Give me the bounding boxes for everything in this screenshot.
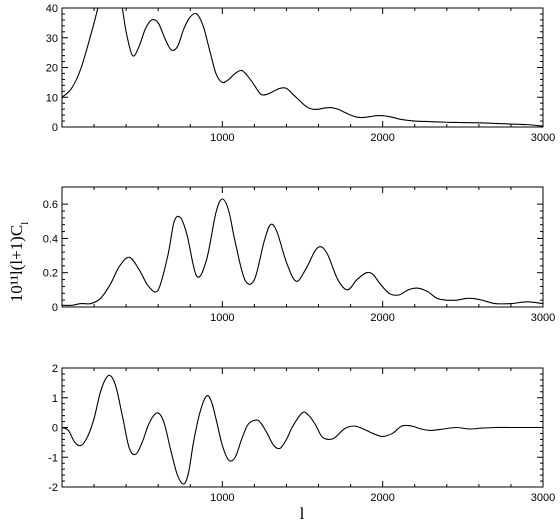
panel-2: 1000 2000 3000 0 0.2 0.4 0.6 xyxy=(43,186,555,324)
x-tick-label: 3000 xyxy=(531,312,555,324)
y-tick-label: 0.4 xyxy=(43,233,58,245)
y-tick-label: 2 xyxy=(52,363,58,375)
y-tick-label: 10 xyxy=(46,92,58,104)
x-tick-label: 1000 xyxy=(210,132,234,144)
series-line-3 xyxy=(62,374,543,485)
y-tick-label: 0 xyxy=(52,423,58,435)
y-tick-label: 1 xyxy=(52,393,58,405)
x-tick-label: 1000 xyxy=(210,492,234,504)
x-tick-label: 2000 xyxy=(370,492,394,504)
y-tick-label: -2 xyxy=(48,482,58,494)
x-tick-label: 2000 xyxy=(370,312,394,324)
x-tick-label: 1000 xyxy=(210,312,234,324)
series-line-2 xyxy=(62,198,543,306)
panel-1: 1000 2000 3000 0 10 20 30 40 xyxy=(46,3,555,144)
plot-frame xyxy=(61,367,544,488)
series-line-1 xyxy=(62,8,543,127)
y-tick-label: -1 xyxy=(48,452,58,464)
y-tick-label: 0.2 xyxy=(43,268,58,280)
y-tick-label: 0 xyxy=(52,122,58,134)
panel-3: 1000 2000 3000 -2 -1 0 1 2 xyxy=(48,363,555,504)
y-tick-label: 20 xyxy=(46,63,58,75)
x-tick-label: 3000 xyxy=(531,132,555,144)
y-tick-label: 30 xyxy=(46,33,58,45)
y-tick-label: 0 xyxy=(52,302,58,314)
y-axis-title: 10¹¹l(l+1)Cl xyxy=(7,222,31,302)
x-tick-label: 3000 xyxy=(531,492,555,504)
x-axis-title: l xyxy=(300,504,305,523)
y-tick-label: 0.6 xyxy=(43,199,58,211)
y-tick-label: 40 xyxy=(46,3,58,15)
plot-frame xyxy=(61,186,544,308)
x-tick-label: 2000 xyxy=(370,132,394,144)
plot-frame xyxy=(61,7,544,128)
